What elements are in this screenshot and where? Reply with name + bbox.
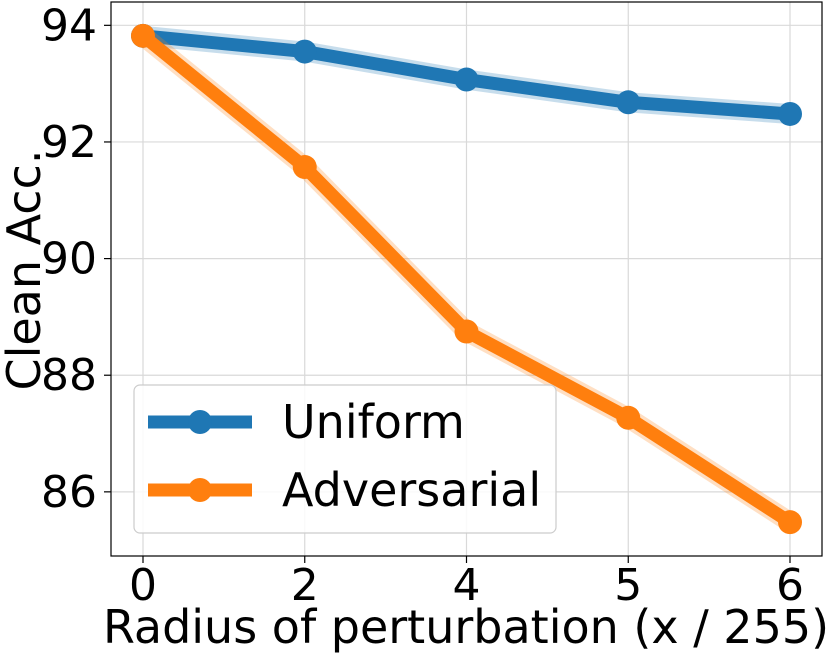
plot-frame [110, 1, 823, 557]
x-axis-label: Radius of perturbation (x / 255) [103, 600, 829, 654]
data-point-adversarial [292, 155, 317, 180]
legend-label-adversarial: Adversarial [282, 463, 541, 517]
data-point-uniform [616, 90, 641, 115]
y-tick-label: 94 [41, 0, 97, 51]
series-layer [131, 23, 802, 535]
y-tick-label: 92 [41, 117, 97, 168]
data-point-adversarial [616, 405, 641, 430]
legend-label-uniform: Uniform [282, 395, 465, 449]
x-tick-label: 6 [776, 560, 804, 611]
x-tick-label: 0 [129, 560, 157, 611]
data-point-adversarial [454, 319, 479, 344]
data-point-uniform [292, 39, 317, 64]
legend-marker-uniform [188, 410, 212, 434]
legend-entry-uniform: Uniform [148, 395, 465, 449]
y-axis-label: Clean Acc. [0, 149, 51, 390]
data-point-uniform [778, 101, 802, 126]
y-tick-label: 86 [41, 467, 97, 518]
y-tick-labels: 86 88 90 92 94 [41, 0, 97, 518]
data-point-uniform [454, 67, 479, 92]
data-point-adversarial [131, 23, 155, 48]
x-tick-label: 4 [453, 560, 481, 611]
x-tick-label: 2 [291, 560, 319, 611]
legend-marker-adversarial [188, 478, 212, 502]
y-tick-label: 90 [41, 234, 97, 285]
x-tick-label: 5 [614, 560, 642, 611]
legend-entry-adversarial: Adversarial [148, 463, 541, 517]
y-tick-label: 88 [41, 350, 97, 401]
x-tick-labels: 0 2 4 5 6 [129, 560, 804, 611]
legend: Uniform Adversarial [133, 384, 557, 534]
data-point-adversarial [778, 510, 802, 535]
